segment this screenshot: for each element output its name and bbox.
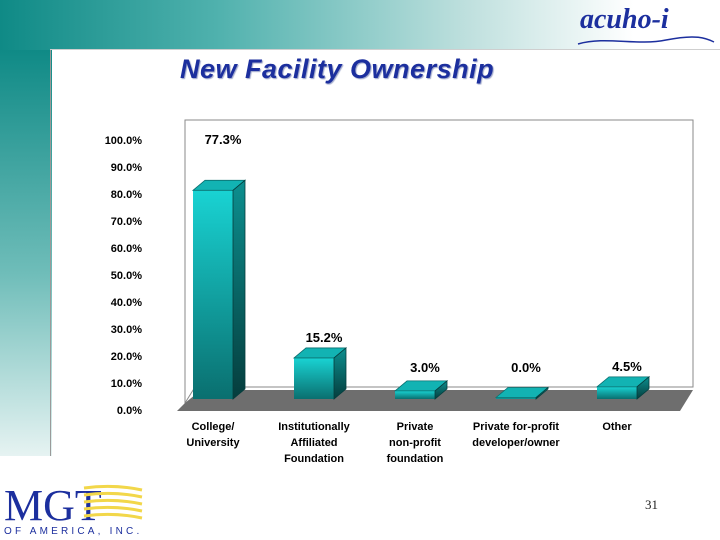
y-tick-label: 60.0%: [111, 243, 142, 255]
y-tick-label: 0.0%: [117, 405, 142, 417]
bar: [395, 390, 435, 399]
data-label: 3.0%: [410, 360, 440, 375]
header-divider: [50, 49, 720, 50]
header-gradient-band: [0, 0, 720, 50]
y-tick-label: 70.0%: [111, 216, 142, 228]
mgt-logo: MGT: [4, 481, 143, 526]
mgt-logo-subtext: OF AMERICA, INC.: [4, 526, 143, 537]
category-label: non-profit: [389, 437, 441, 449]
y-tick-label: 50.0%: [111, 270, 142, 282]
y-tick-label: 80.0%: [111, 189, 142, 201]
side-divider: [50, 50, 51, 456]
category-label: Private for-profit: [473, 421, 560, 433]
bar: [294, 357, 334, 399]
category-label: Other: [602, 421, 632, 433]
acuho-logo-swash: [577, 36, 715, 45]
y-tick-label: 90.0%: [111, 162, 142, 174]
y-tick-label: 100.0%: [105, 135, 143, 147]
logo-stripes-icon: [83, 484, 143, 520]
data-label: 4.5%: [612, 359, 642, 374]
category-label: Private: [397, 421, 434, 433]
bar: [597, 386, 637, 399]
bar-side-face: [535, 386, 549, 400]
bar: [193, 190, 233, 399]
side-gradient-band: [0, 50, 52, 456]
y-tick-label: 20.0%: [111, 351, 142, 363]
slide-title: New Facility Ownership: [180, 54, 495, 84]
y-tick-label: 40.0%: [111, 297, 142, 309]
category-label: Affiliated: [290, 437, 337, 449]
data-label: 77.3%: [205, 132, 242, 147]
bar-side-face: [333, 347, 347, 400]
data-label: 0.0%: [511, 360, 541, 375]
category-label: University: [186, 437, 240, 449]
data-label: 15.2%: [306, 330, 343, 345]
category-label: Foundation: [284, 453, 344, 465]
bar-side-face: [232, 179, 246, 400]
page-number: 31: [645, 497, 658, 512]
acuho-logo-text: acuho-i: [580, 4, 669, 35]
category-label: College/: [192, 421, 235, 433]
category-label: Institutionally: [278, 421, 350, 433]
bar-side-face: [636, 375, 650, 400]
y-tick-label: 30.0%: [111, 324, 142, 336]
y-tick-label: 10.0%: [111, 378, 142, 390]
bar: [496, 397, 536, 399]
bar-side-face: [434, 380, 448, 400]
category-label: foundation: [387, 453, 444, 465]
category-label: developer/owner: [472, 437, 560, 449]
